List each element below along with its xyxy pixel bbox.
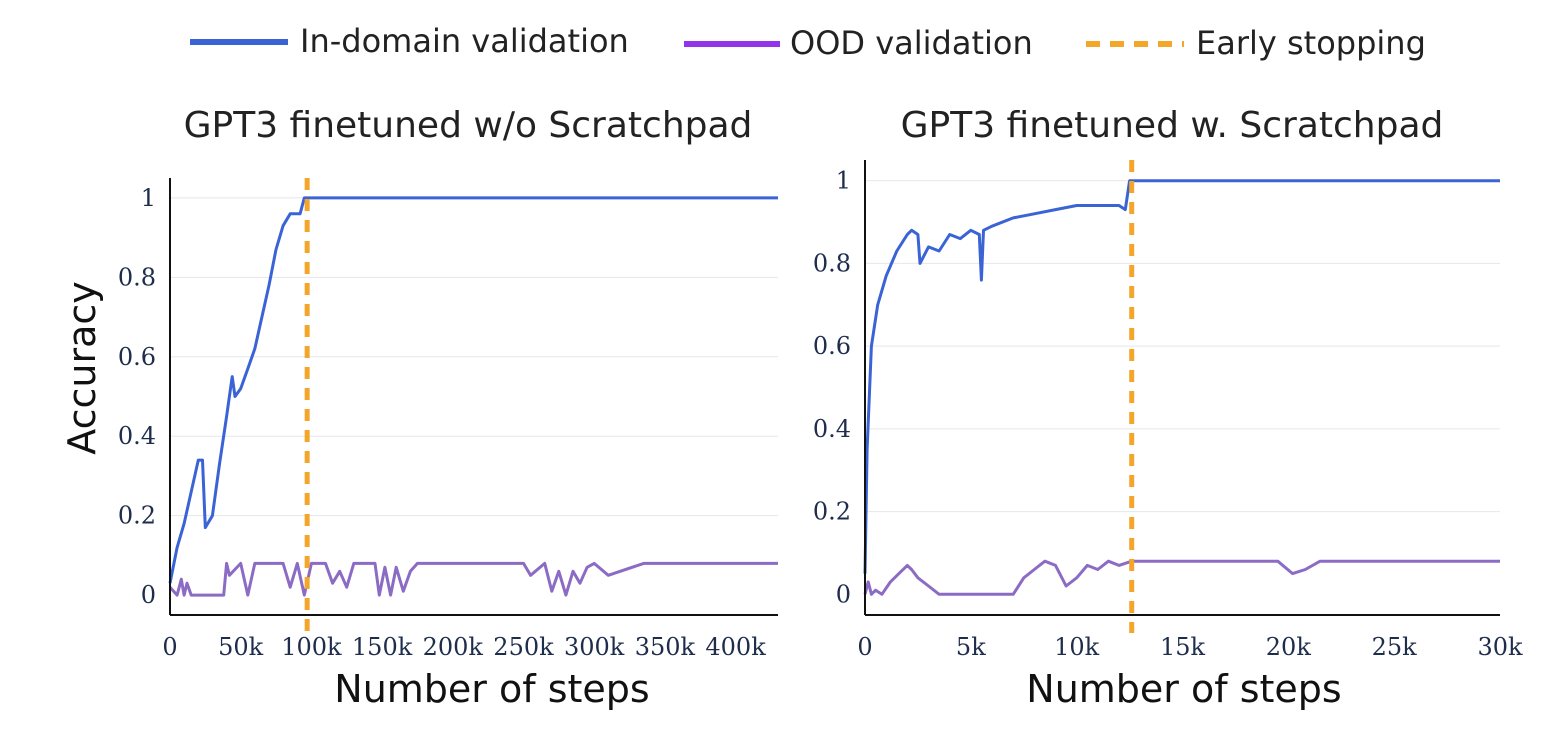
chart-right-y-tick-label: 0.6	[813, 332, 851, 360]
legend: In-domain validation OOD validation Earl…	[190, 22, 1426, 62]
chart-right-x-tick-label: 15k	[1160, 633, 1206, 661]
legend-early-stopping-label: Early stopping	[1196, 24, 1426, 62]
chart-right-x-tick-label: 20k	[1266, 633, 1312, 661]
chart-right-x-tick-label: 5k	[956, 633, 986, 661]
chart-right: GPT3 finetuned w. Scratchpad 00.20.40.60…	[813, 105, 1523, 711]
chart-left-y-ticks: 0 0.2 0.4 0.6 0.8 1	[118, 184, 156, 609]
chart-right-y-tick-label: 0.2	[813, 498, 851, 526]
chart-left-y-tick-label: 0.8	[118, 263, 156, 291]
chart-left-x-tick-label: 50k	[218, 633, 264, 661]
chart-right-y-ticks: 0 0.2 0.4 0.6 0.8 1	[813, 167, 851, 609]
chart-left-x-tick-label: 300k	[564, 633, 625, 661]
chart-left-series-ood-validation	[168, 561, 778, 597]
chart-right-x-axis-title: Number of steps	[1026, 667, 1341, 711]
chart-left-y-tick-label: 0.4	[118, 422, 156, 450]
chart-left-x-tick-label: 350k	[635, 633, 696, 661]
chart-right-x-tick-label: 30k	[1477, 633, 1523, 661]
chart-left-y-tick-label: 1	[141, 184, 156, 212]
chart-left-series-in-domain-validation	[168, 196, 778, 584]
chart-left-x-ticks: 0 50k 100k 150k 200k 250k 300k 350k 400k	[162, 633, 766, 661]
chart-right-gridlines	[865, 180, 1500, 513]
chart-right-title: GPT3 finetuned w. Scratchpad	[901, 105, 1444, 146]
chart-left-title: GPT3 finetuned w/o Scratchpad	[184, 105, 753, 146]
chart-left-axes	[169, 178, 778, 616]
chart-left-x-tick-label: 100k	[281, 633, 342, 661]
chart-left-x-tick-label: 150k	[352, 633, 413, 661]
chart-left-y-tick-label: 0	[141, 581, 156, 609]
chart-left-series	[168, 196, 778, 597]
chart-right-y-tick-label: 0.4	[813, 415, 851, 443]
y-axis-title: Accuracy	[60, 281, 104, 455]
chart-right-x-ticks: 0 5k 10k 15k 20k 25k 30k	[857, 633, 1523, 661]
chart-left-x-tick-label: 0	[162, 633, 177, 661]
legend-ood-label: OOD validation	[790, 24, 1033, 62]
chart-right-y-tick-label: 1	[836, 167, 851, 195]
chart-right-y-tick-label: 0	[836, 580, 851, 608]
chart-right-series-in-domain-validation	[863, 179, 1500, 574]
chart-right-axes	[864, 160, 1500, 616]
chart-left-x-tick-label: 200k	[423, 633, 484, 661]
chart-left-y-tick-label: 0.2	[118, 502, 156, 530]
chart-right-x-tick-label: 0	[857, 633, 872, 661]
chart-right-x-tick-label: 10k	[1054, 633, 1100, 661]
chart-left-y-tick-label: 0.6	[118, 343, 156, 371]
chart-left-gridlines	[170, 197, 778, 517]
legend-in-domain-label: In-domain validation	[300, 22, 629, 60]
chart-right-series-ood-validation	[863, 559, 1500, 596]
chart-right-x-tick-label: 25k	[1372, 633, 1418, 661]
chart-left-x-axis-title: Number of steps	[334, 667, 649, 711]
chart-left-x-tick-label: 400k	[705, 633, 766, 661]
chart-right-series	[863, 179, 1500, 596]
chart-left: GPT3 finetuned w/o Scratchpad 0 0.2 0.4 0.6…	[118, 105, 778, 711]
chart-left-x-tick-label: 250k	[493, 633, 554, 661]
chart-right-y-tick-label: 0.8	[813, 249, 851, 277]
